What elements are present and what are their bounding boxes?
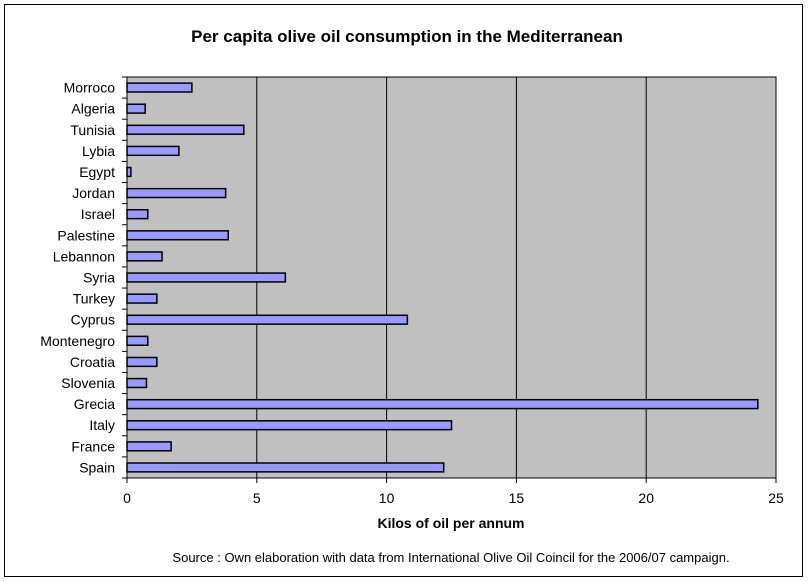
bar xyxy=(126,441,172,452)
y-tick-label: Israel xyxy=(81,206,115,222)
bar xyxy=(126,398,759,410)
bar xyxy=(126,293,158,304)
y-tick-label: Algeria xyxy=(71,101,115,117)
y-tick-label: Slovenia xyxy=(61,375,115,391)
bar xyxy=(126,314,409,325)
y-tick-label: Egypt xyxy=(79,164,115,180)
bar xyxy=(126,209,149,220)
x-axis-label: Kilos of oil per annum xyxy=(377,515,524,531)
y-tick-label: Syria xyxy=(83,270,115,286)
bar xyxy=(126,377,148,389)
y-tick-label: Grecia xyxy=(74,396,115,412)
y-tick-label: Jordan xyxy=(72,185,115,201)
y-axis: Morroco Algeria Tunisia Lybia Egypt Jordan Isr… xyxy=(40,76,128,479)
source-note: Source : Own elaboration with data from … xyxy=(172,550,729,565)
y-tick-label: Turkey xyxy=(73,291,115,307)
y-tick-label: Italy xyxy=(89,417,115,433)
bar xyxy=(126,272,287,283)
y-tick-label: Lebannon xyxy=(53,248,115,264)
y-tick-label: Tunisia xyxy=(70,122,115,138)
bar xyxy=(126,145,180,157)
y-tick-label: France xyxy=(71,438,115,454)
bar xyxy=(126,230,229,241)
bar xyxy=(126,124,245,135)
chart-title: Per capita olive oil consumption in the … xyxy=(191,27,623,46)
bar xyxy=(126,166,132,178)
y-tick-label: Montenegro xyxy=(40,333,115,349)
x-tick-label: 15 xyxy=(509,490,525,506)
y-tick-label: Cyprus xyxy=(71,312,115,328)
x-tick-label: 25 xyxy=(768,490,784,506)
x-tick-label: 20 xyxy=(638,490,654,506)
bar xyxy=(126,356,158,368)
bar xyxy=(126,82,193,93)
y-tick-label: Croatia xyxy=(70,354,115,370)
bars xyxy=(126,82,759,473)
y-tick-label: Morroco xyxy=(64,80,116,96)
bar xyxy=(126,187,227,199)
y-tick-label: Spain xyxy=(79,459,115,475)
bar xyxy=(126,251,163,262)
bar xyxy=(126,335,149,346)
bar xyxy=(126,420,453,431)
x-tick-label: 10 xyxy=(379,490,395,506)
x-axis: 0 5 10 15 20 25 xyxy=(123,477,784,506)
x-tick-label: 0 xyxy=(123,490,131,506)
y-tick-label: Palestine xyxy=(57,227,115,243)
bar xyxy=(126,462,445,473)
x-tick-label: 5 xyxy=(253,490,261,506)
y-tick-label: Lybia xyxy=(82,143,115,159)
bar xyxy=(126,103,146,114)
